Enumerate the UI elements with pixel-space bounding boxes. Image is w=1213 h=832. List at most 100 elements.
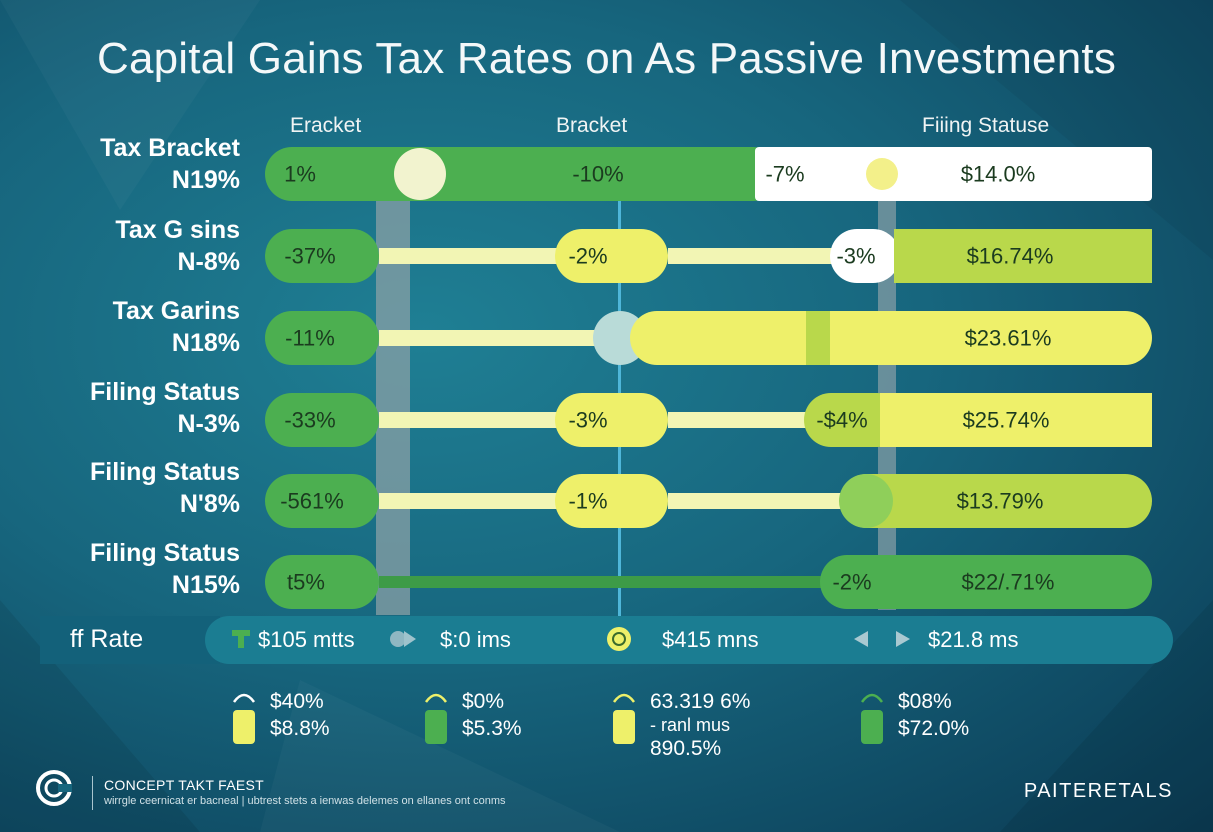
rate-item-2: $:0 ims: [440, 627, 511, 652]
row-1-value-1: 1%: [284, 162, 316, 187]
bottom-item-4-line-1: $08%: [898, 690, 952, 713]
jar-icon: [424, 693, 448, 744]
row-2-value-3: -3%: [836, 244, 875, 269]
row-2-value-2: -2%: [568, 244, 607, 269]
play-icon: [390, 631, 416, 647]
rate-bar-pill: [205, 616, 1173, 664]
bottom-item-1-line-1: $40%: [270, 690, 324, 713]
row-4-value-bar: [880, 393, 1152, 447]
column-header-1: Eracket: [290, 114, 362, 137]
bottom-item-1-line-2: $8.8%: [270, 717, 330, 740]
row-label-5-title: Filing Status: [90, 458, 240, 486]
row-label-3-sub: N18%: [171, 329, 240, 357]
bottom-item-2-texts: $0% $5.3%: [462, 688, 522, 742]
column-header-2: Bracket: [556, 114, 628, 137]
rate-item-1: $105 mtts: [258, 627, 355, 652]
bottom-item-3-line-1: 63.319 6%: [650, 690, 751, 713]
jar-icon: [612, 693, 636, 744]
row-4-pill-1: [265, 393, 379, 447]
row-1-value-2: -10%: [572, 162, 623, 187]
bottom-item-3-texts: 63.319 6% - ranl mus 890.5%: [650, 688, 750, 762]
rate-bar: [40, 616, 1173, 664]
row-3-marker: [593, 311, 647, 365]
row-3-connector-1: [379, 330, 619, 346]
row-label-1: Tax Bracket N19%: [40, 132, 240, 196]
bottom-item-3-line-2: - ranl mus: [650, 715, 731, 735]
footer-title: CONCEPT TAKT FAEST: [104, 777, 264, 793]
row-4-pill-3: [804, 393, 904, 447]
chart-title: Capital Gains Tax Rates on As Passive In…: [96, 34, 1117, 83]
guide-column-1: [376, 165, 410, 615]
row-5-connector-1: [379, 493, 569, 509]
row-6-value-4: $22/.71%: [962, 570, 1055, 595]
bottom-item-3-line-3: 890.5%: [650, 737, 722, 760]
row-label-4: Filing Status N-3%: [40, 376, 240, 440]
column-header-3: Fiiing Statuse: [922, 114, 1050, 137]
row-label-6: Filing Status N15%: [40, 537, 240, 601]
footer-brand: PAITERETALS: [1023, 780, 1173, 802]
row-4-value-1: -33%: [284, 408, 335, 433]
row-2-value-bar: [894, 229, 1152, 283]
row-label-1-sub: N19%: [171, 166, 240, 194]
tree-icon: [232, 630, 250, 648]
row-label-3: Tax Garins N18%: [40, 295, 240, 359]
logo-icon: [36, 770, 72, 806]
row-1-marker-1: [394, 148, 446, 200]
row-4-value-3: -$4%: [816, 408, 867, 433]
row-5-value-bar: [840, 474, 1152, 528]
row-1-value-3: -7%: [765, 162, 804, 187]
row-3-accent: [806, 311, 830, 365]
bottom-item-2-line-1: $0%: [462, 690, 505, 713]
row-label-2-title: Tax G sins: [115, 216, 240, 244]
row-5-value-1: -561%: [280, 489, 344, 514]
row-2-connector-1: [379, 248, 569, 264]
row-1-bar-green: [265, 147, 780, 201]
row-3-value-4: $23.61%: [965, 326, 1052, 351]
row-label-4-sub: N-3%: [177, 410, 240, 438]
row-3-value-1: -11%: [285, 326, 335, 351]
row-5-marker: [839, 474, 893, 528]
row-2-pill-1: [265, 229, 379, 283]
row-3-pill-1: [265, 311, 379, 365]
row-4-connector-1: [379, 412, 569, 428]
row-2-value-4: $16.74%: [967, 244, 1054, 269]
row-5-connector-2: [668, 493, 853, 509]
bottom-item-1-texts: $40% $8.8%: [270, 688, 330, 742]
row-4-value-2: -3%: [568, 408, 607, 433]
row-label-1-title: Tax Bracket: [100, 134, 240, 162]
row-5-value-2: -1%: [568, 489, 607, 514]
rate-item-4: $21.8 ms: [928, 627, 1019, 652]
row-2-pill-2: [555, 229, 668, 283]
row-label-6-sub: N15%: [171, 571, 240, 599]
row-label-5: Filing Status N'8%: [40, 456, 240, 520]
row-6-value-bar: [820, 555, 1152, 609]
row-1-value-4: $14.0%: [961, 162, 1036, 187]
row-label-5-sub: N'8%: [179, 490, 240, 518]
row-6-value-1: t5%: [287, 570, 325, 595]
row-4-connector-2: [668, 412, 818, 428]
bottom-item-4-line-2: $72.0%: [898, 717, 970, 740]
row-label-3-title: Tax Garins: [112, 297, 240, 325]
row-5-pill-1: [265, 474, 379, 528]
row-6-value-3: -2%: [832, 570, 871, 595]
rate-label: ff Rate: [70, 625, 144, 653]
rate-item-3: $415 mns: [662, 627, 759, 652]
row-2-connector-2: [668, 248, 844, 264]
row-5-value-4: $13.79%: [957, 489, 1044, 514]
row-4-pill-2: [555, 393, 668, 447]
row-label-6-title: Filing Status: [90, 539, 240, 567]
row-6-connector-1: [379, 576, 824, 588]
row-3-value-bar: [630, 311, 1152, 365]
row-label-2: Tax G sins N-8%: [40, 214, 240, 278]
row-2-pill-3: [830, 229, 900, 283]
row-1-bar-white: [755, 147, 1152, 201]
jar-icon: [232, 693, 256, 744]
rate-bar-left-segment: [40, 616, 220, 664]
coin-icon: [607, 627, 631, 651]
row-2-value-1: -37%: [284, 244, 335, 269]
jar-icon: [860, 693, 884, 744]
row-5-pill-2: [555, 474, 668, 528]
row-label-2-sub: N-8%: [177, 248, 240, 276]
footer-tagline: wirrgle ceernicat er bacneal | ubtrest s…: [104, 795, 506, 807]
